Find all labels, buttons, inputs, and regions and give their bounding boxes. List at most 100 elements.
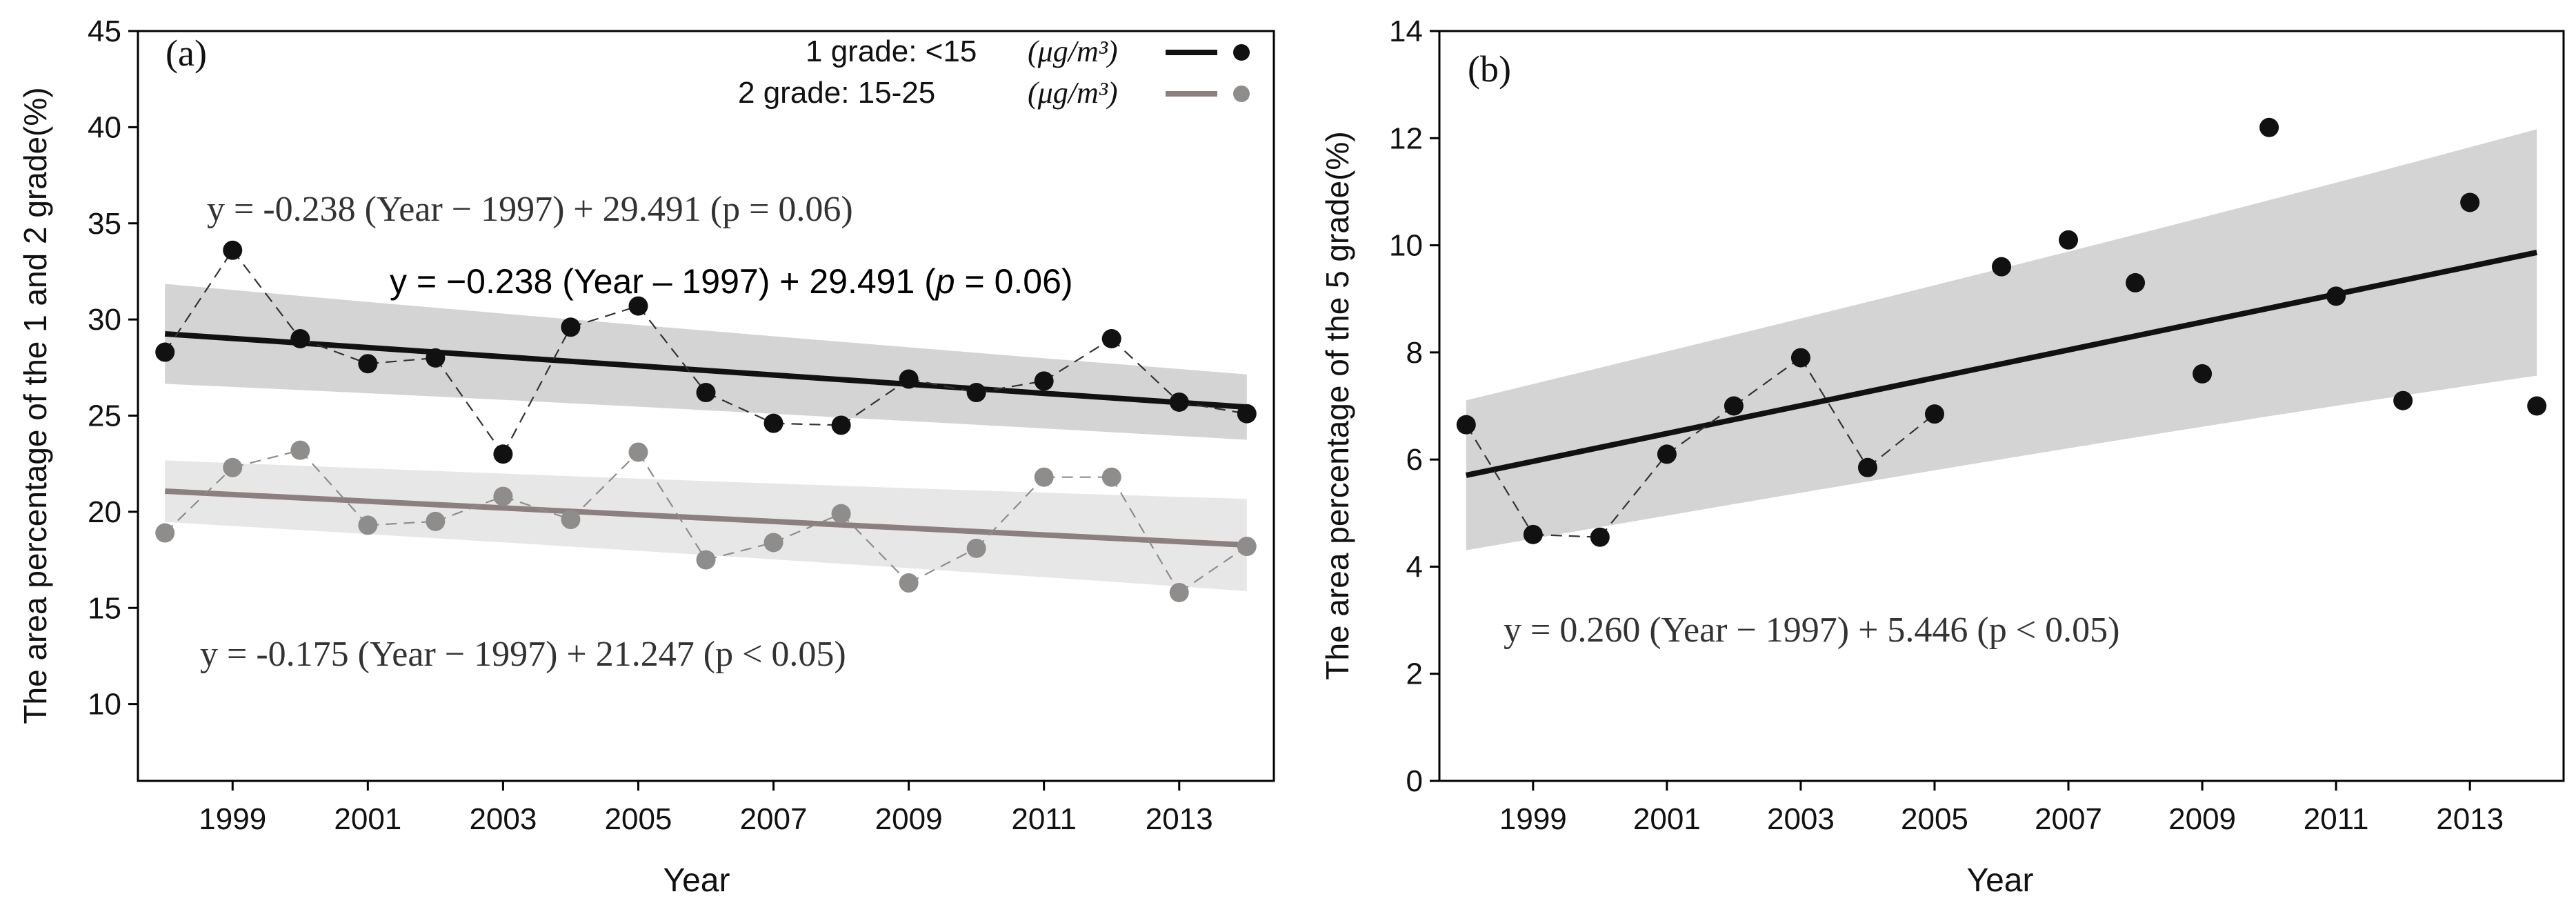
x-tick-label: 1999 xyxy=(199,802,266,836)
data-point-1-grade-2002 xyxy=(426,348,446,368)
connector-segment xyxy=(976,380,1044,394)
data-point-1-grade-2001 xyxy=(358,354,378,374)
data-point-5-grade-2014 xyxy=(2527,396,2547,416)
x-tick-label: 2007 xyxy=(740,802,808,836)
x-tick-label: 2007 xyxy=(2035,802,2102,836)
panel-b-x-ticks: 1999 2001 2003 2005 2007 2009 2011 2013 xyxy=(1499,781,2504,836)
connector-segment xyxy=(1532,533,1600,538)
confidence-band-1-grade xyxy=(165,284,1247,440)
connector-segment xyxy=(637,305,707,393)
x-tick-label: 2013 xyxy=(1146,802,1213,836)
data-point-5-grade-2000 xyxy=(1590,527,1610,547)
panel-b-equation: y = 0.260 (Year − 1997) + 5.446 (p < 0.0… xyxy=(1504,611,2119,650)
data-point-2-grade-2007 xyxy=(763,533,783,553)
connector-segment xyxy=(368,520,436,526)
data-point-5-grade-2010 xyxy=(2259,117,2279,137)
data-point-5-grade-2001 xyxy=(1657,444,1677,464)
data-point-1-grade-2010 xyxy=(966,383,986,403)
data-point-5-grade-2007 xyxy=(2059,230,2079,250)
connector-segment xyxy=(1465,424,1534,535)
trend-line-5-grade xyxy=(1465,250,2538,478)
connector-segment xyxy=(502,326,572,455)
legend-1-grade-label: 1 grade: <15 xyxy=(806,34,977,68)
panel-a-y-ticks: 10 15 20 25 30 35 40 45 xyxy=(88,14,138,722)
panel-a-plot-frame xyxy=(137,30,1275,782)
connector-segment xyxy=(299,337,368,365)
x-tick-label: 2009 xyxy=(875,802,943,836)
panel-b-trend-line xyxy=(1465,250,2538,478)
x-tick-label: 1999 xyxy=(1499,802,1567,836)
y-tick-label: 10 xyxy=(88,688,121,722)
y-tick-label: 4 xyxy=(1406,550,1423,584)
y-tick-label: 30 xyxy=(88,303,121,337)
x-tick-label: 2003 xyxy=(469,802,537,836)
connector-segment xyxy=(975,476,1045,549)
connector-segment xyxy=(706,542,774,561)
data-point-2-grade-2009 xyxy=(899,573,919,593)
data-point-2-grade-2000 xyxy=(290,440,310,460)
x-tick-label: 2005 xyxy=(1901,802,1968,836)
data-point-1-grade-1998 xyxy=(155,342,175,362)
confidence-band-2-grade xyxy=(165,460,1247,591)
trend-line-1-grade xyxy=(164,330,1248,410)
panel-b-y-axis-title: The area percentage of the 5 grade(%) xyxy=(1319,131,1355,679)
trend-line-2-grade xyxy=(165,488,1247,548)
panel-b: 0 2 4 6 8 10 12 14 1999 2001 2003 2005 2007 2009 2011… xyxy=(1319,14,2565,899)
data-point-5-grade-1998 xyxy=(1456,415,1476,435)
connector-segment xyxy=(232,250,301,339)
x-tick-label: 2001 xyxy=(334,802,401,836)
y-tick-label: 20 xyxy=(88,495,121,529)
y-tick-label: 15 xyxy=(88,591,121,625)
x-tick-label: 2003 xyxy=(1767,802,1835,836)
panel-a-equation-grade-1-serif: y = -0.238 (Year − 1997) + 29.491 (p = 0… xyxy=(207,190,853,229)
connector-segment xyxy=(637,451,707,561)
y-tick-label: 6 xyxy=(1406,443,1423,477)
data-point-1-grade-2005 xyxy=(628,296,648,316)
data-point-2-grade-1999 xyxy=(223,457,243,477)
data-point-2-grade-2006 xyxy=(696,550,716,570)
panel-a-y-axis-title: The area percentage of the 1 and 2 grade… xyxy=(17,87,53,724)
data-point-5-grade-2011 xyxy=(2326,286,2346,306)
confidence-band-5-grade xyxy=(1466,129,2537,550)
data-point-5-grade-1999 xyxy=(1523,524,1543,544)
legend-2-grade-unit: (μg/m³) xyxy=(1028,76,1118,110)
panel-b-plot-frame xyxy=(1438,30,2565,782)
connector-segment xyxy=(435,357,504,455)
data-point-2-grade-2013 xyxy=(1169,582,1189,602)
legend-entry-2-grade: 2 grade: 15-25 (μg/m³) xyxy=(738,76,1250,110)
data-point-1-grade-2003 xyxy=(493,444,513,464)
data-point-2-grade-2014 xyxy=(1237,537,1257,557)
x-tick-label: 2011 xyxy=(1011,802,1077,836)
connector-segment xyxy=(1867,413,1935,468)
data-point-1-grade-1999 xyxy=(223,240,243,260)
panel-b-label: (b) xyxy=(1468,48,1511,90)
connector-segment xyxy=(773,422,841,426)
panel-a-confidence-bands xyxy=(165,284,1247,591)
data-point-1-grade-2013 xyxy=(1169,392,1189,412)
connector-segment xyxy=(435,495,503,522)
connector-segment xyxy=(1179,401,1247,415)
data-point-5-grade-2008 xyxy=(2126,272,2146,292)
panel-a-trend-lines xyxy=(164,330,1248,548)
y-tick-label: 10 xyxy=(1389,229,1423,263)
data-point-5-grade-2009 xyxy=(2193,364,2213,384)
panel-b-points xyxy=(1456,117,2547,547)
connector-segment xyxy=(773,513,842,544)
y-tick-label: 14 xyxy=(1389,14,1423,48)
connector-segment xyxy=(164,466,234,534)
y-tick-label: 40 xyxy=(88,110,121,144)
data-point-5-grade-2004 xyxy=(1857,457,1877,477)
panel-b-y-ticks: 0 2 4 6 8 10 12 14 xyxy=(1389,14,1439,798)
data-point-5-grade-2002 xyxy=(1724,396,1744,416)
panel-a-points xyxy=(155,240,1257,602)
panel-a-equation-grade-2: y = -0.175 (Year − 1997) + 21.247 (p < 0… xyxy=(200,635,846,674)
data-point-1-grade-2008 xyxy=(831,415,851,435)
data-point-5-grade-2003 xyxy=(1790,348,1810,368)
data-point-2-grade-1998 xyxy=(155,523,175,543)
panel-a-equation-grade-1-bold: y = −0.238 (Year – 1997) + 29.491 (p = 0… xyxy=(390,262,1073,301)
connector-segment xyxy=(368,357,436,365)
data-point-5-grade-2013 xyxy=(2460,192,2480,212)
connector-segment xyxy=(840,378,910,426)
y-tick-label: 8 xyxy=(1406,336,1423,370)
